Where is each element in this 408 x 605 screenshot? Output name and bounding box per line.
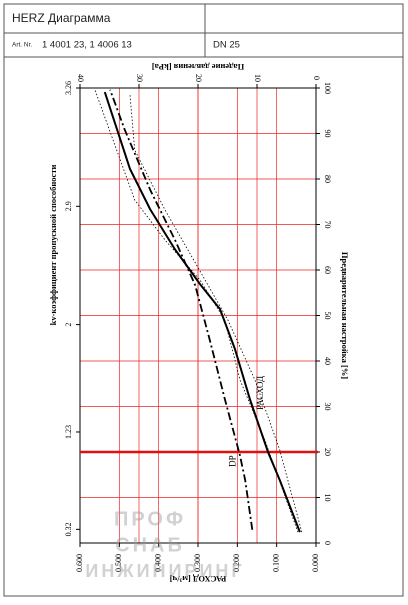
kv-tick-label: 2 [64,323,73,327]
kv-tick-label: 2.9 [64,201,73,211]
y-tick-label: 50 [323,312,332,320]
art-label: Art. Nr. [12,42,32,49]
x2-axis-title: Падение давления [kPa] [152,62,245,72]
y-tick-label: 90 [323,130,332,138]
x-tick-label: 0.100 [271,554,280,572]
y-tick-label: 70 [323,221,332,229]
x-tick-label: 0.400 [153,554,162,572]
frame [3,3,404,597]
doc-title: HERZ Диаграмма [12,11,111,25]
art-number: 1 4001 23, 1 4006 13 [42,40,132,51]
y-tick-label: 100 [323,82,332,94]
x2-tick-label: 30 [135,74,144,82]
x2-tick-label: 40 [76,74,85,82]
y-tick-label: 10 [323,494,332,502]
kv-tick-label: 0.32 [64,522,73,536]
kv-axis-title: kv-коэффициент пропускной способности [48,165,58,326]
y-tick-label: 0 [323,541,332,545]
x-tick-label: 0.300 [193,554,202,572]
x2-tick-label: 0 [312,76,321,80]
y-tick-label: 20 [323,448,332,456]
annotation: РАСХОД [255,376,265,410]
watermark: СНАБ [115,534,185,556]
x2-tick-label: 20 [194,74,203,82]
kv-tick-label: 1.23 [64,425,73,439]
y-tick-label: 40 [323,357,332,365]
x-tick-label: 0.000 [311,554,320,572]
x-axis-title: РАСХОД [м³/ч] [169,574,226,584]
x-tick-label: 0.600 [75,554,84,572]
y-tick-label: 80 [323,175,332,183]
series-line [129,94,303,533]
kv-tick-label: 3.26 [64,81,73,95]
x-tick-label: 0.500 [114,554,123,572]
watermark: ИНЖИНИРИНГ [85,561,244,581]
watermark: ПРОФ [114,508,186,530]
plot-border [79,87,317,544]
dn: DN 25 [213,40,240,51]
y-axis-title: Предварительная настройка [%] [340,252,350,379]
y-tick-label: 60 [323,266,332,274]
series-line [109,89,254,530]
annotation: DP [227,455,237,467]
y-tick-label: 30 [323,403,332,411]
x-tick-label: 0.200 [232,554,241,572]
series-line [103,91,301,533]
x2-tick-label: 10 [253,74,262,82]
